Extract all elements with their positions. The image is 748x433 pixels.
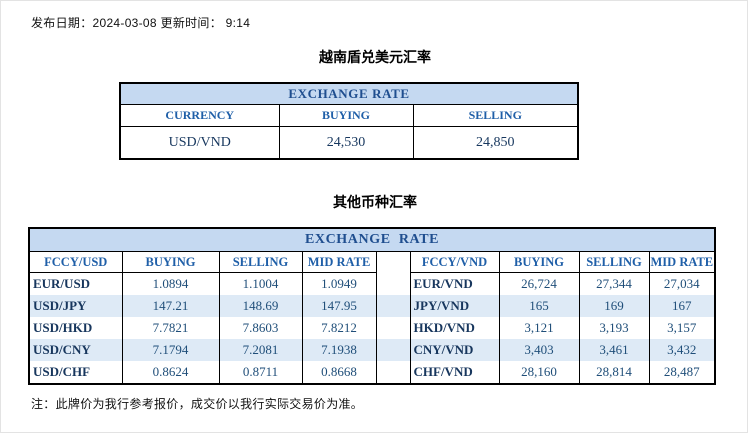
currency-pair: USD/HKD [28,317,123,339]
col-header-selling: SELLING [218,251,303,273]
buying-rate: 28,160 [498,361,580,384]
currency-pair: EUR/VND [409,272,500,295]
col-header-fccy-usd: FCCY/USD [28,251,123,273]
mid-rate: 3,432 [648,339,716,361]
selling-rate: 7.2081 [218,339,303,361]
mid-rate: 27,034 [648,272,716,295]
table-row: USD/VND 24,530 24,850 [119,126,579,160]
mid-rate: 0.8668 [301,361,377,384]
selling-rate: 27,344 [578,272,650,295]
mid-rate: 147.95 [301,295,377,317]
selling-rate: 28,814 [578,361,650,384]
selling-rate: 0.8711 [218,361,303,384]
table-row: USD/HKD 7.7821 7.8603 7.8212 HKD/VND 3,1… [28,317,716,339]
table-row: EUR/USD 1.0894 1.1004 1.0949 EUR/VND 26,… [28,272,716,295]
buying-rate: 26,724 [498,272,580,295]
mid-rate: 1.0949 [301,272,377,295]
mid-rate: 167 [648,295,716,317]
col-header-buying: BUYING [121,251,220,273]
table-row: USD/CHF 0.8624 0.8711 0.8668 CHF/VND 28,… [28,361,716,384]
spacer-column [375,251,411,273]
table-row: USD/CNY 7.1794 7.2081 7.1938 CNY/VND 3,4… [28,339,716,361]
selling-rate: 169 [578,295,650,317]
table-band-title: EXCHANGE RATE [28,227,716,252]
col-header-selling: SELLING [578,251,650,273]
currency-pair: HKD/VND [409,317,500,339]
selling-rate: 3,461 [578,339,650,361]
buying-rate: 1.0894 [121,272,220,295]
col-header-buying: BUYING [278,104,414,127]
buying-rate: 7.7821 [121,317,220,339]
buying-rate: 3,403 [498,339,580,361]
col-header-fccy-vnd: FCCY/VND [409,251,500,273]
publish-date-line: 发布日期：2024-03-08 更新时间： 9:14 [31,16,251,30]
table-band-row: EXCHANGE RATE [119,82,579,105]
spacer-column [375,295,411,317]
table-header-row: FCCY/USD BUYING SELLING MID RATE FCCY/VN… [28,251,716,273]
currency-pair: USD/CNY [28,339,123,361]
selling-rate: 148.69 [218,295,303,317]
buying-rate: 24,530 [278,126,414,160]
col-header-mid-rate: MID RATE [301,251,377,273]
col-header-buying: BUYING [498,251,580,273]
mid-rate: 7.8212 [301,317,377,339]
currency-pair: USD/CHF [28,361,123,384]
col-header-mid-rate: MID RATE [648,251,716,273]
selling-rate: 1.1004 [218,272,303,295]
currency-pair: EUR/USD [28,272,123,295]
table-band-title: EXCHANGE RATE [119,82,579,105]
selling-rate: 7.8603 [218,317,303,339]
buying-rate: 165 [498,295,580,317]
usd-vnd-rate-table: EXCHANGE RATE CURRENCY BUYING SELLING US… [119,82,580,160]
selling-rate: 3,193 [578,317,650,339]
table-band-row: EXCHANGE RATE [28,227,716,252]
other-currencies-section-title: 其他币种汇率 [333,194,417,210]
buying-rate: 0.8624 [121,361,220,384]
spacer-column [375,361,411,384]
currency-pair: CHF/VND [409,361,500,384]
selling-rate: 24,850 [412,126,579,160]
table-header-row: CURRENCY BUYING SELLING [119,104,579,127]
col-header-currency: CURRENCY [119,104,280,127]
currency-pair: USD/VND [119,126,280,160]
table-row: USD/JPY 147.21 148.69 147.95 JPY/VND 165… [28,295,716,317]
buying-rate: 7.1794 [121,339,220,361]
currency-pair: JPY/VND [409,295,500,317]
usd-vnd-section-title: 越南盾兑美元汇率 [319,49,431,65]
spacer-column [375,317,411,339]
buying-rate: 3,121 [498,317,580,339]
col-header-selling: SELLING [412,104,579,127]
disclaimer-note: 注：此牌价为我行参考报价，成交价以我行实际交易价为准。 [31,397,364,411]
other-currencies-rate-table: EXCHANGE RATE FCCY/USD BUYING SELLING MI… [28,227,717,385]
mid-rate: 7.1938 [301,339,377,361]
currency-pair: CNY/VND [409,339,500,361]
spacer-column [375,339,411,361]
buying-rate: 147.21 [121,295,220,317]
currency-pair: USD/JPY [28,295,123,317]
mid-rate: 28,487 [648,361,716,384]
spacer-column [375,272,411,295]
mid-rate: 3,157 [648,317,716,339]
